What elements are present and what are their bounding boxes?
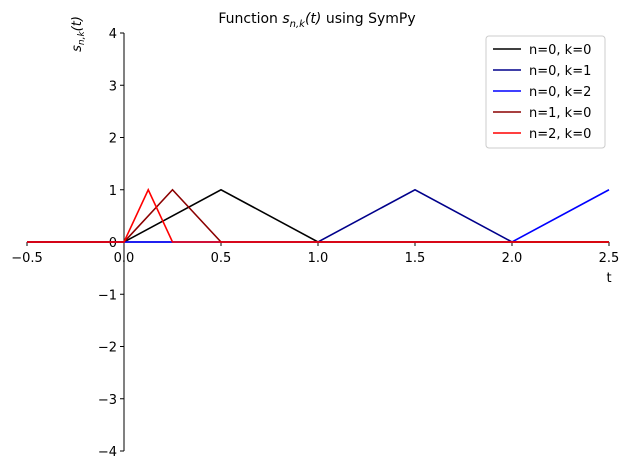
y-tick-label: −3 [98,393,117,408]
legend-label: n=1, k=0 [529,106,591,121]
chart-title: Function sn,k(t) using SymPy [218,11,415,30]
plot-area: −4 −3 −2 −1 0 1 2 3 4 −0.5 0.0 0.5 1.0 1.5 2.0 2.5 [11,27,619,460]
y-tick-label: 2 [109,132,117,147]
legend-label: n=0, k=1 [529,64,591,79]
y-tick-label: −1 [98,288,117,303]
chart-title-symbol: s [282,11,289,27]
legend: n=0, k=0 n=0, k=1 n=0, k=2 n=1, k=0 n=2, k=0 [485,35,606,149]
legend-label: n=0, k=2 [529,85,591,100]
chart-title-subscript: n,k [290,19,307,30]
y-tick-label: 1 [109,184,117,199]
legend-box [485,35,606,149]
x-tick-label: 0.0 [114,251,135,266]
y-axis-label-argument: (t) [70,16,85,31]
y-tick-label: 3 [109,79,117,94]
legend-label: n=0, k=0 [529,43,591,58]
y-tick-label: −4 [98,445,117,460]
y-axis-label-symbol: s [70,45,85,52]
y-axis-label-subscript: n,k [77,31,87,46]
x-axis-label: t [606,271,611,286]
x-tick-label: 2.0 [502,251,523,266]
y-tick-label: 4 [109,27,117,42]
x-tick-label: 1.5 [405,251,426,266]
chart-title-prefix: Function [218,11,282,27]
chart-title-suffix: using SymPy [321,11,415,27]
series-line [27,187,609,243]
y-axis-label: sn,k(t) [70,16,87,52]
x-tick-label: 2.5 [599,251,620,266]
x-tick-label: −0.5 [11,251,43,266]
x-tick-label: 0.5 [211,251,232,266]
y-tick-label: 0 [109,236,117,251]
y-tick-label: −2 [98,341,117,356]
chart-title-argument: (t) [305,11,321,27]
legend-label: n=2, k=0 [529,127,591,142]
x-tick-label: 1.0 [308,251,329,266]
